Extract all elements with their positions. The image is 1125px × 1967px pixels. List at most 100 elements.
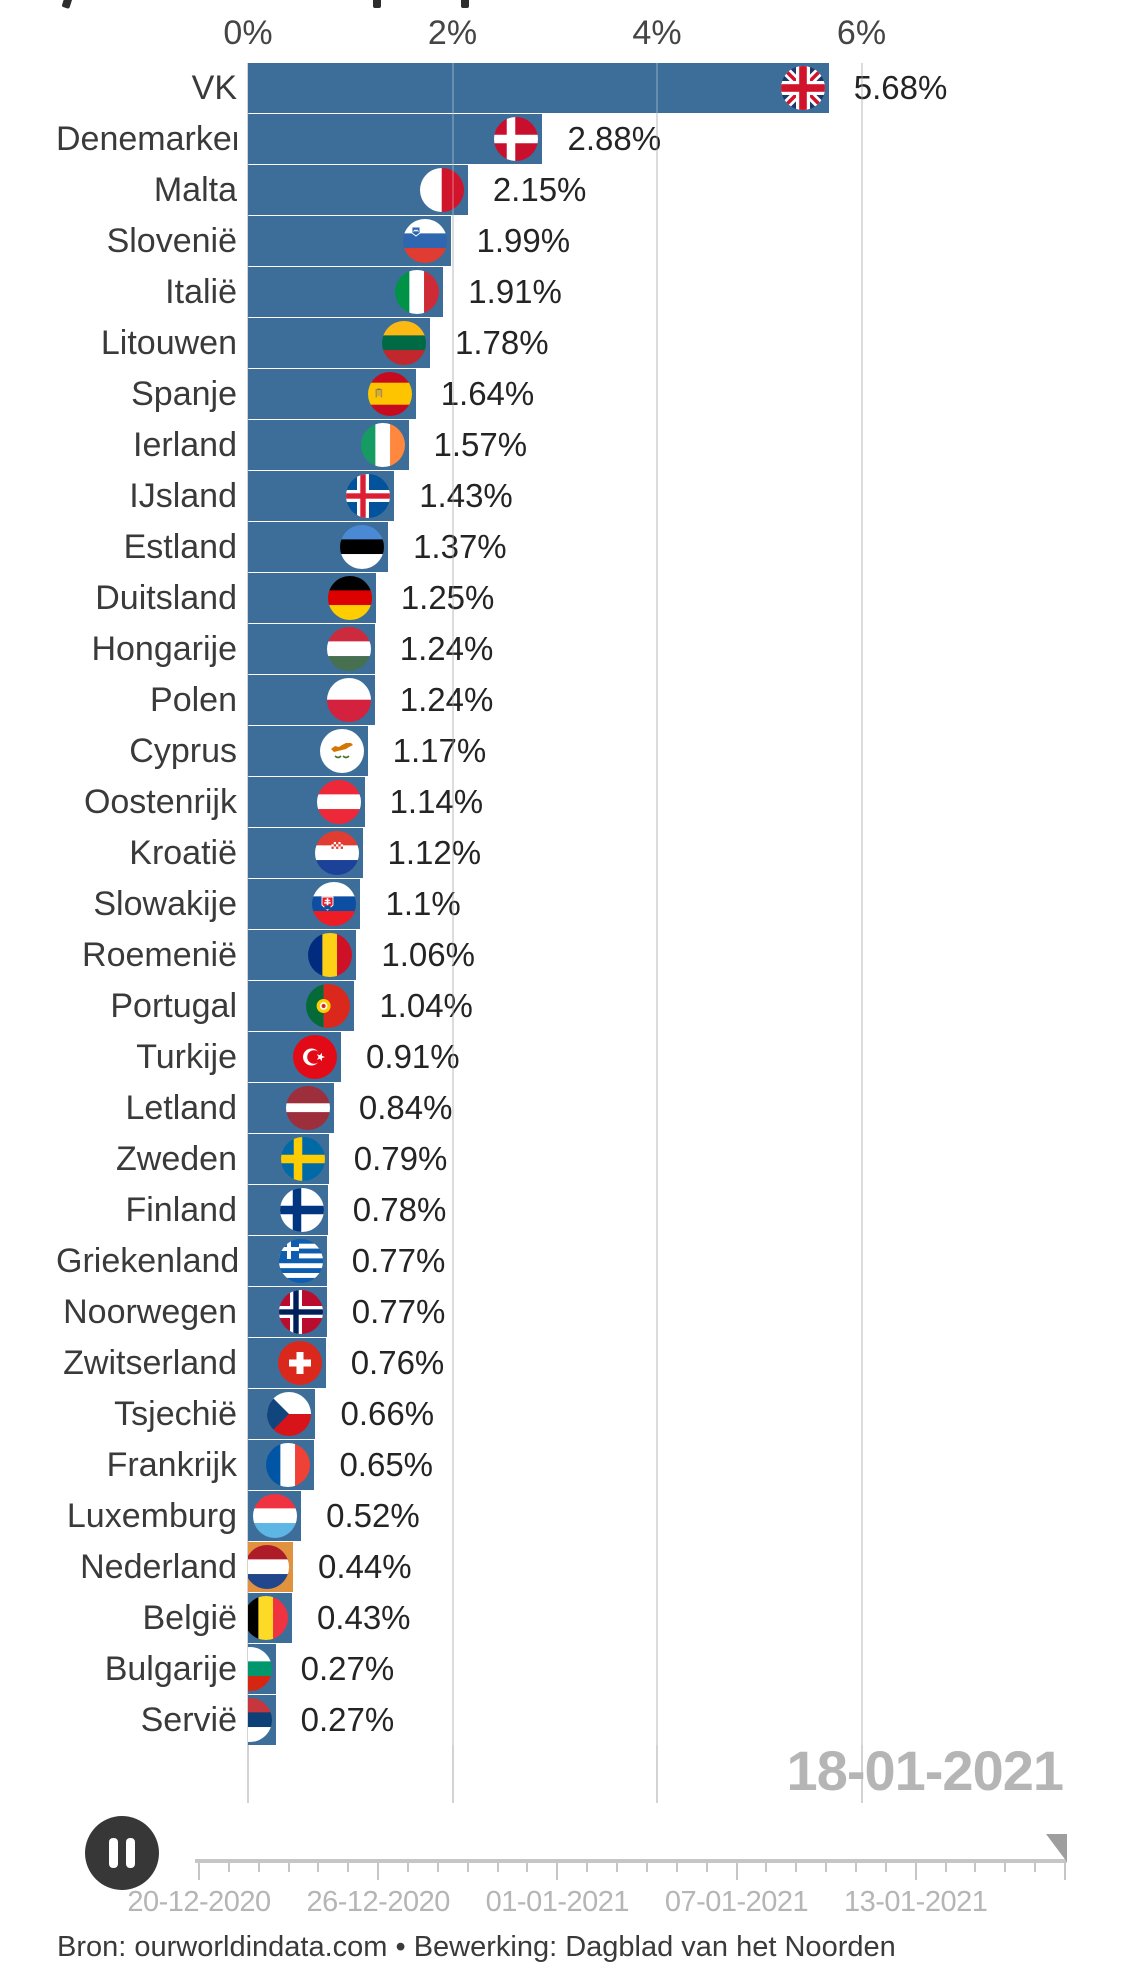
bar <box>248 1695 276 1745</box>
cropped-title-glyph-fragment <box>373 0 381 8</box>
bar <box>248 1083 334 1133</box>
value-label: 1.14% <box>389 783 484 820</box>
bar <box>248 471 395 521</box>
value-label: 2.15% <box>492 171 587 208</box>
bar <box>248 981 355 1031</box>
country-flag-icon <box>312 882 357 926</box>
country-label: België <box>142 1599 237 1637</box>
value-label: 1.57% <box>433 426 528 463</box>
timeline-minor-tick <box>317 1861 320 1872</box>
pause-button[interactable] <box>85 1816 159 1890</box>
bar <box>248 930 357 980</box>
value-label: 1.04% <box>379 987 473 1024</box>
timeline-date-label: 26-12-2020 <box>306 1886 451 1918</box>
value-label: 1.78% <box>455 324 549 361</box>
timeline-minor-tick <box>705 1861 708 1872</box>
timeline-major-tick <box>1064 1861 1066 1880</box>
timeline-minor-tick <box>645 1861 648 1872</box>
timeline-minor-tick <box>1034 1861 1037 1872</box>
timeline-major-tick <box>556 1861 559 1880</box>
timeline-minor-tick <box>526 1861 529 1872</box>
value-label: 0.44% <box>317 1548 412 1585</box>
country-label: Hongarije <box>91 630 237 668</box>
country-label: Zwitserland <box>63 1344 237 1382</box>
pause-icon <box>109 1838 118 1868</box>
bar <box>248 318 430 368</box>
timeline-minor-tick <box>257 1861 260 1872</box>
timeline-minor-tick <box>765 1861 768 1872</box>
value-label: 2.88% <box>567 120 662 157</box>
current-date-label: 18-01-2021 <box>786 1739 1064 1802</box>
bar <box>248 1032 342 1082</box>
country-flag-icon <box>314 831 359 875</box>
country-label: Noorwegen <box>63 1293 237 1331</box>
timeline-minor-tick <box>944 1861 947 1872</box>
country-flag-icon <box>278 1290 323 1334</box>
x-axis-tick-label: 4% <box>632 14 682 52</box>
value-label: 0.43% <box>316 1599 411 1636</box>
timeline-minor-tick <box>884 1861 887 1872</box>
country-flag-icon <box>346 474 391 518</box>
country-label: Nederland <box>80 1548 237 1586</box>
country-flag-icon <box>266 1443 311 1487</box>
country-flag-icon <box>326 678 371 722</box>
value-label: 0.76% <box>350 1344 445 1381</box>
bar <box>248 1593 292 1643</box>
value-label: 5.68% <box>853 69 948 106</box>
country-flag-icon <box>494 117 539 161</box>
country-label: Malta <box>153 171 237 209</box>
bar <box>248 1491 302 1541</box>
slider-track[interactable] <box>195 1859 1067 1863</box>
country-flag-icon <box>403 219 448 263</box>
country-label: Polen <box>150 681 237 719</box>
bar <box>248 522 389 572</box>
value-label: 1.43% <box>419 477 513 514</box>
value-label: 1.17% <box>392 732 487 769</box>
timeline-minor-tick <box>675 1861 678 1872</box>
country-flag-icon <box>395 270 440 314</box>
bar <box>248 675 375 725</box>
bar <box>248 828 363 878</box>
timeline-minor-tick <box>407 1861 410 1872</box>
gridline <box>451 63 454 1803</box>
x-axis-tick-label: 0% <box>223 14 273 52</box>
timeline-major-tick <box>377 1861 380 1880</box>
bar <box>248 267 444 317</box>
country-label: VK <box>191 69 237 107</box>
x-axis-tick-label: 2% <box>427 14 478 52</box>
timeline-date-label: 20-12-2020 <box>127 1886 271 1918</box>
bar <box>248 216 452 266</box>
slider-handle-icon[interactable] <box>1046 1834 1067 1862</box>
country-flag-icon <box>280 1137 325 1181</box>
country-label: Servië <box>140 1701 237 1739</box>
timeline-major-tick <box>735 1861 738 1880</box>
value-label: 0.66% <box>340 1395 435 1432</box>
bar <box>248 1134 329 1184</box>
timeline-minor-tick <box>227 1861 230 1872</box>
timeline-minor-tick <box>436 1861 439 1872</box>
country-label: Denemarken <box>56 120 237 158</box>
timeline-minor-tick <box>1004 1861 1007 1872</box>
country-flag-icon <box>316 780 361 824</box>
country-flag-icon <box>327 576 372 620</box>
cropped-title-glyph-fragment <box>61 0 73 9</box>
timeline-major-tick <box>914 1861 917 1880</box>
country-label: Zweden <box>116 1140 237 1178</box>
bar <box>248 1287 327 1337</box>
value-label: 1.99% <box>476 222 571 259</box>
country-label: Ierland <box>133 426 237 464</box>
value-label: 0.79% <box>353 1140 448 1177</box>
value-label: 0.52% <box>326 1497 420 1534</box>
country-flag-icon <box>248 1596 288 1640</box>
country-label: Cyprus <box>129 732 237 770</box>
bar <box>248 726 368 776</box>
bar <box>248 114 543 164</box>
value-label: 0.84% <box>358 1089 453 1126</box>
value-label: 1.64% <box>440 375 535 412</box>
timeline-minor-tick <box>347 1861 350 1872</box>
bar <box>248 420 409 470</box>
bar <box>248 63 829 113</box>
value-label: 1.1% <box>385 885 461 922</box>
country-label: Bulgarije <box>104 1650 237 1688</box>
bar <box>248 624 375 674</box>
